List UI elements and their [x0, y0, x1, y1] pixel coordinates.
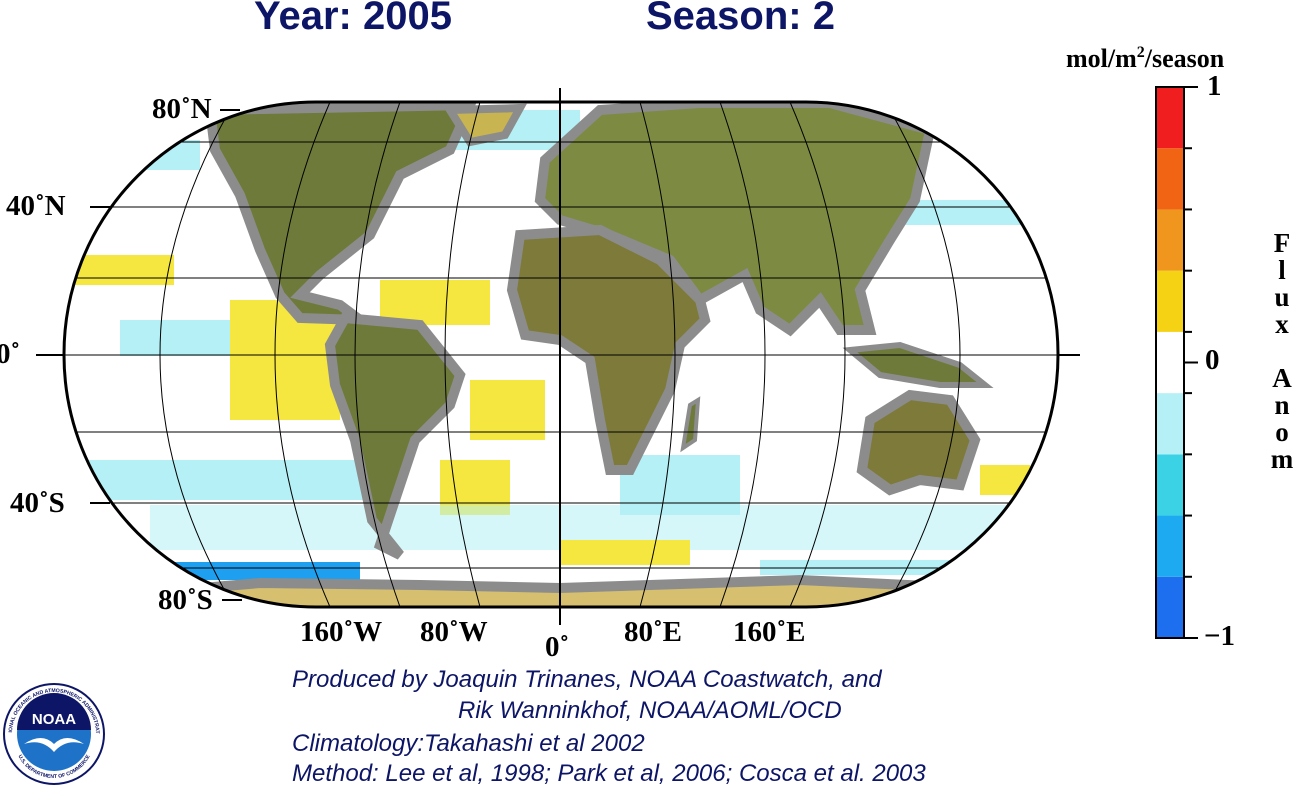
lon-line — [159, 109, 231, 601]
madagascar — [680, 396, 701, 453]
lon-line — [354, 102, 401, 607]
colorbar-title-letter: x — [1275, 309, 1289, 339]
colorbar-segment — [1156, 331, 1184, 394]
credit-line-3: Climatology:Takahashi et al 2002 — [292, 730, 645, 757]
colorbar-segment — [1156, 209, 1184, 271]
lat-label-80s: 80˚S — [158, 584, 213, 616]
south-america — [324, 312, 466, 560]
colorbar-unit-sup: 2 — [1136, 44, 1145, 61]
lon-line — [639, 102, 676, 607]
colorbar-title-letter: u — [1274, 282, 1290, 312]
anomaly-cell — [560, 540, 690, 565]
colorbar-tick-zero: 0 — [1205, 344, 1220, 376]
colorbar-title: F l u x A n o m — [1270, 230, 1294, 473]
colorbar-segment — [1156, 270, 1184, 332]
noaa-logo-text: NOAA — [32, 711, 76, 728]
anomaly-cell — [120, 320, 240, 356]
colorbar-segment — [1156, 454, 1184, 516]
colorbar-title-letter: A — [1272, 363, 1292, 393]
greenland — [442, 103, 527, 147]
colorbar-segment — [1156, 393, 1184, 455]
colorbar-segment — [1156, 87, 1184, 149]
colorbar-title-letter: m — [1270, 444, 1294, 474]
anomaly-cell — [470, 380, 545, 440]
anomaly-cell — [380, 280, 490, 325]
anomaly-cell — [160, 562, 360, 580]
lon-label-80w: 80˚W — [420, 616, 488, 648]
colorbar-unit: mol/m2/season — [1066, 44, 1224, 74]
credit-line-4: Method: Lee et al, 1998; Park et al, 200… — [292, 760, 926, 787]
lat-label-40n: 40˚N — [6, 190, 66, 222]
colorbar — [1155, 86, 1198, 639]
north-america — [204, 102, 478, 326]
colorbar-unit-main: mol/m — [1066, 44, 1137, 73]
lon-line — [274, 102, 331, 607]
colorbar-title-letter: o — [1275, 417, 1289, 447]
colorbar-title-letter: l — [1278, 255, 1286, 285]
colorbar-segment — [1156, 148, 1184, 210]
credit-line-2: Rik Wanninkhof, NOAA/AOML/OCD — [458, 697, 842, 724]
colorbar-title-letter: n — [1274, 390, 1290, 420]
lon-label-80e: 80˚E — [624, 616, 682, 648]
colorbar-title-letter — [1270, 338, 1294, 365]
colorbar-unit-tail: /season — [1144, 44, 1225, 73]
anomaly-cell — [980, 465, 1030, 495]
lat-label-40s: 40˚S — [10, 487, 65, 519]
credit-line-1: Produced by Joaquin Trinanes, NOAA Coast… — [292, 666, 882, 693]
season-title: Season: 2 — [646, 0, 835, 38]
lon-label-160e: 160˚E — [733, 616, 806, 648]
colorbar-segment — [1156, 515, 1184, 577]
lon-line — [719, 102, 766, 607]
lon-label-160w: 160˚W — [300, 616, 383, 648]
noaa-logo: NOAA NATIONAL OCEANIC AND ATMOSPHERIC AD… — [2, 682, 105, 785]
anomaly-cell — [64, 255, 174, 285]
year-title: Year: 2005 — [254, 0, 452, 38]
lon-line — [789, 102, 846, 607]
lat-label-80n: 80˚N — [152, 93, 212, 125]
lon-label-0: 0˚ — [545, 631, 570, 663]
lat-label-0: 0˚ — [0, 338, 21, 370]
anomaly-cell — [64, 460, 364, 500]
colorbar-tick-min: −1 — [1204, 620, 1236, 652]
map-content — [64, 102, 1058, 607]
axis-ticks — [36, 88, 1080, 625]
lon-line — [889, 109, 961, 601]
colorbar-title-letter: F — [1273, 228, 1291, 258]
lon-line — [444, 102, 481, 607]
colorbar-segment — [1156, 576, 1184, 638]
australia — [856, 389, 981, 496]
colorbar-tick-max: 1 — [1207, 70, 1222, 102]
